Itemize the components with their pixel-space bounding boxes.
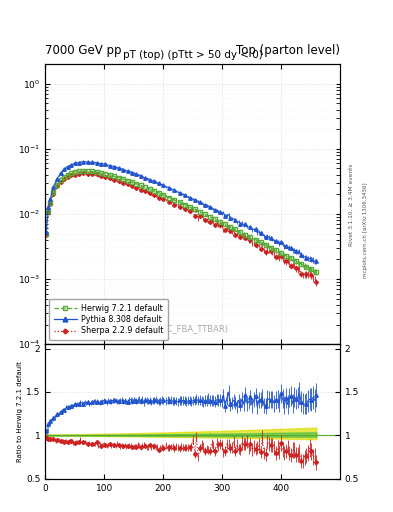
Y-axis label: Ratio to Herwig 7.2.1 default: Ratio to Herwig 7.2.1 default [17,361,23,462]
Text: 7000 GeV pp: 7000 GeV pp [45,45,122,57]
Text: Top (parton level): Top (parton level) [236,45,340,57]
Text: (MC_FBA_TTBAR): (MC_FBA_TTBAR) [156,324,229,333]
Text: Rivet 3.1.10, ≥ 3.4M events: Rivet 3.1.10, ≥ 3.4M events [349,163,354,246]
Text: mcplots.cern.ch [arXiv:1306.3436]: mcplots.cern.ch [arXiv:1306.3436] [363,183,368,278]
Title: pT (top) (pTtt > 50 dy < 0): pT (top) (pTtt > 50 dy < 0) [123,51,263,60]
Legend: Herwig 7.2.1 default, Pythia 8.308 default, Sherpa 2.2.9 default: Herwig 7.2.1 default, Pythia 8.308 defau… [49,298,168,340]
